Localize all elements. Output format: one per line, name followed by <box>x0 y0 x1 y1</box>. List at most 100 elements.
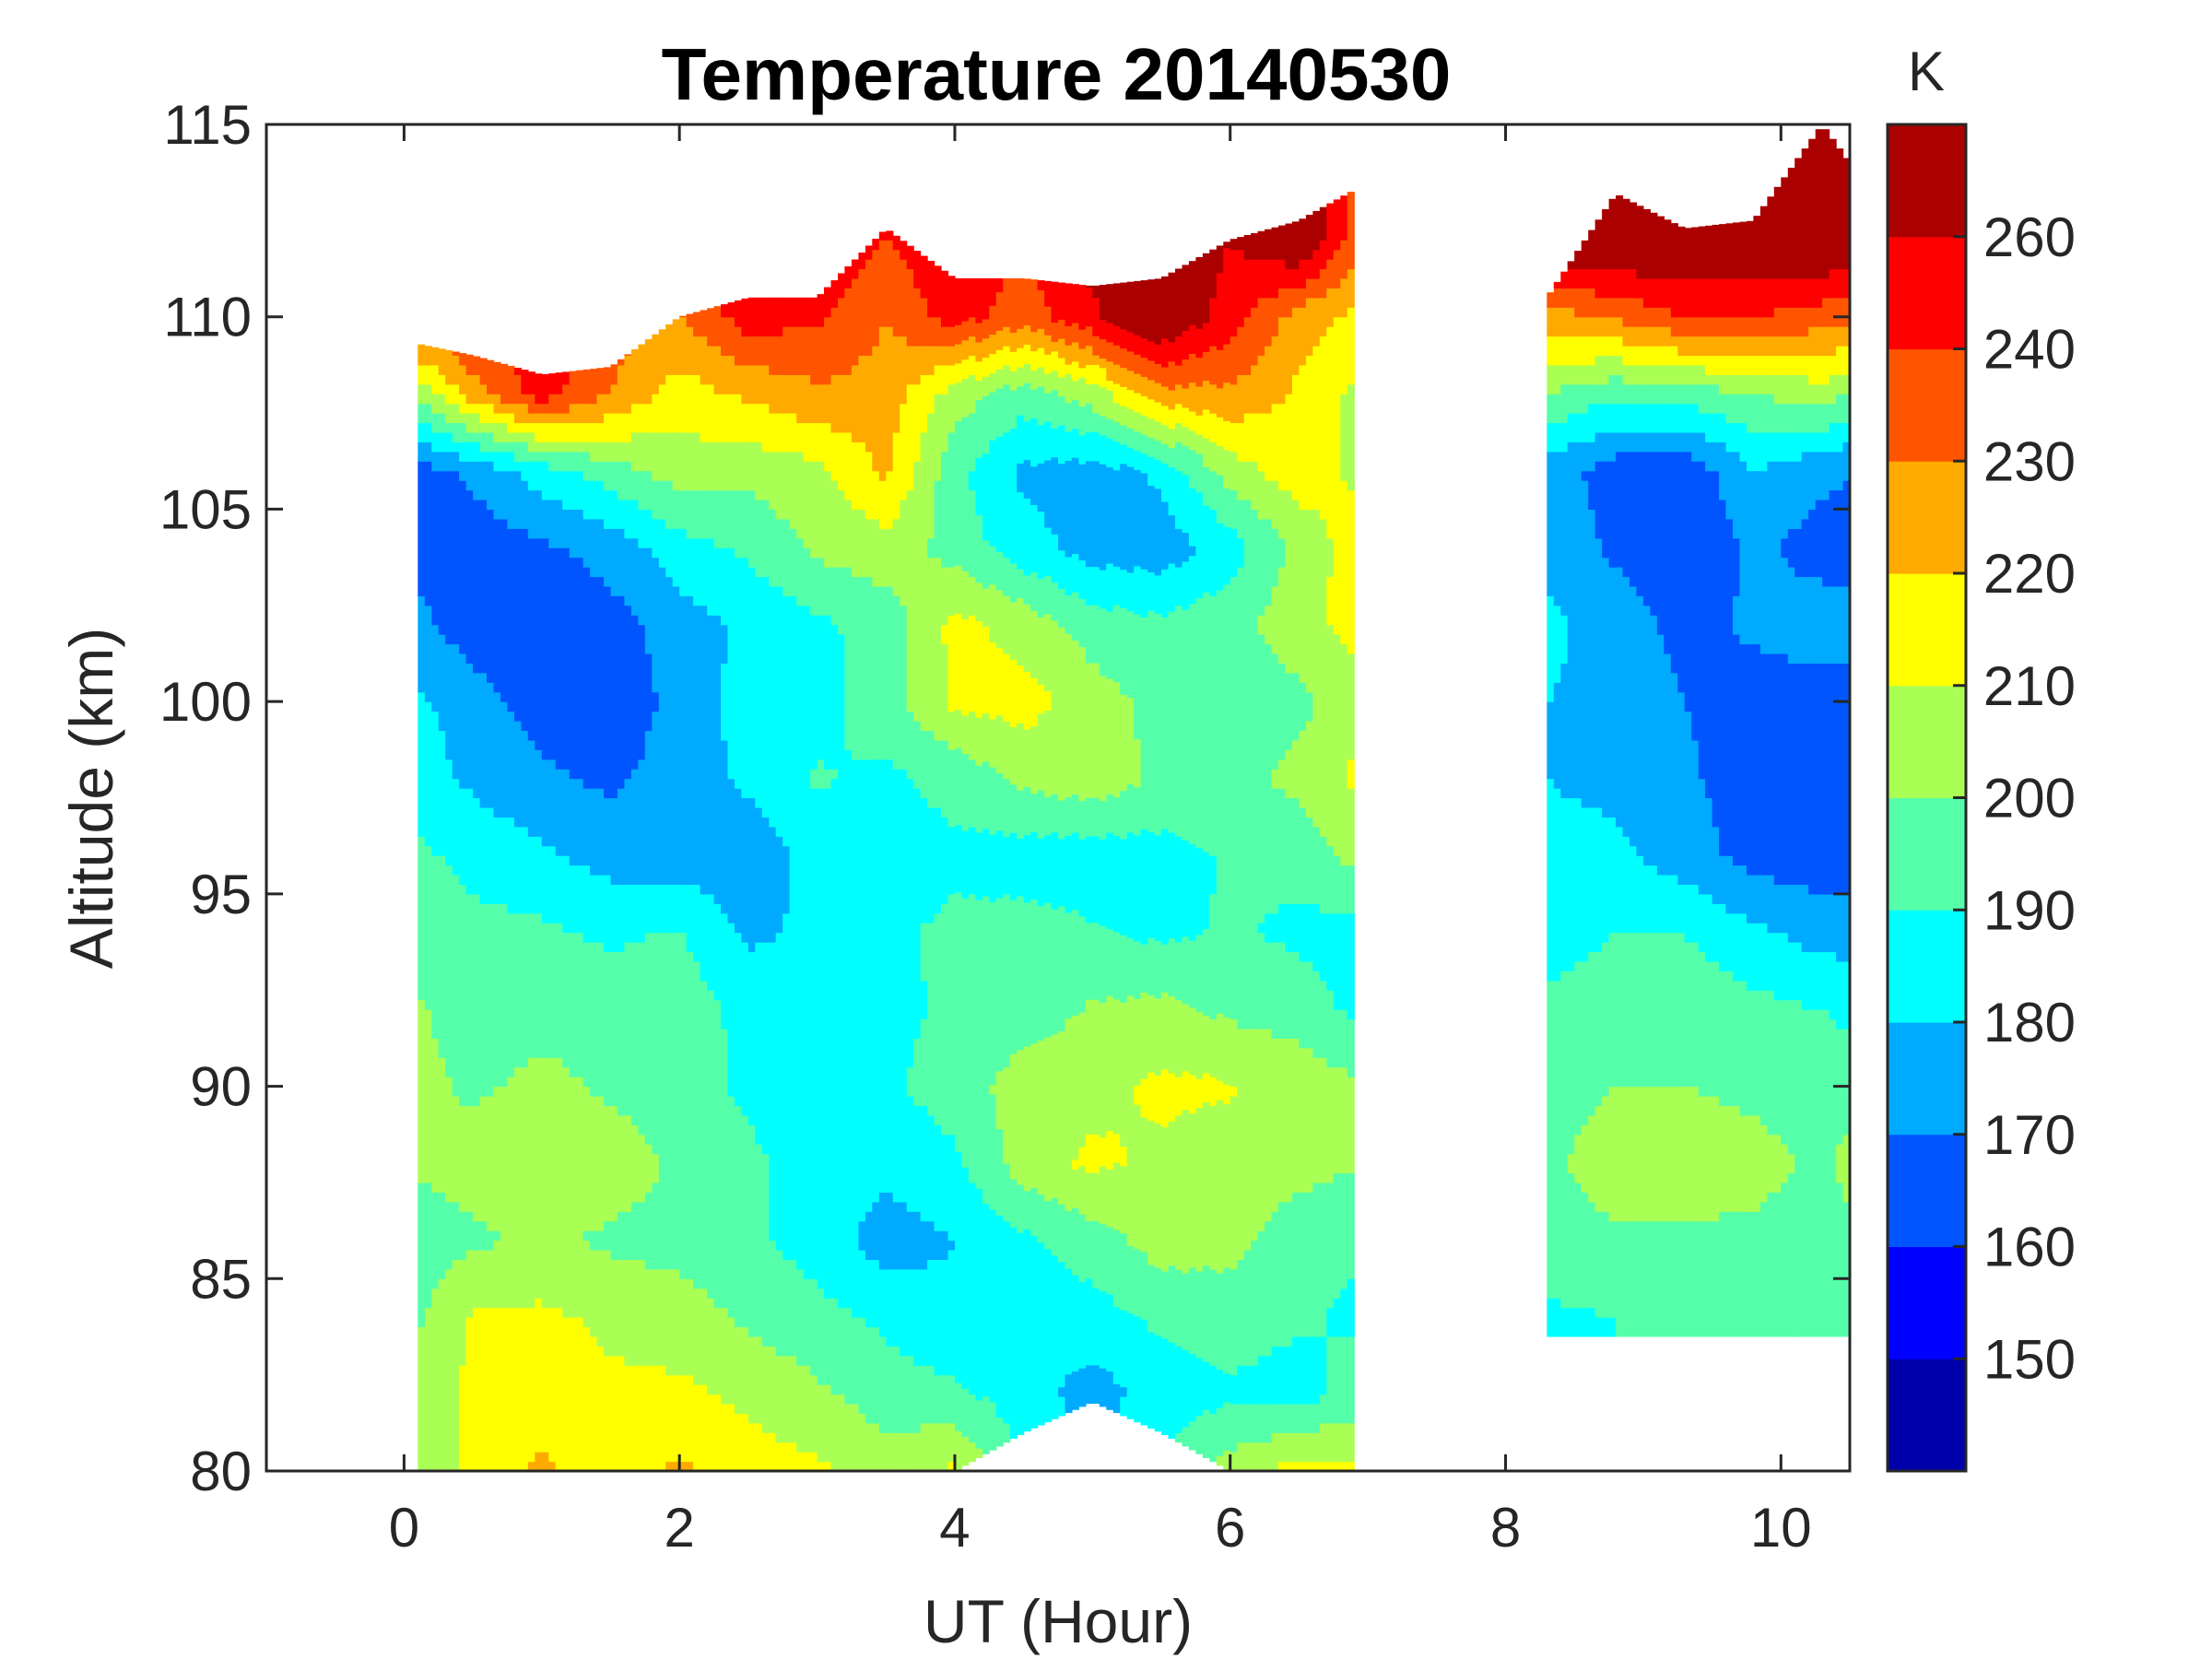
contour-cell <box>1195 1107 1204 1272</box>
contour-cell <box>858 509 866 578</box>
contour-cell <box>955 343 963 364</box>
contour-cell <box>1058 425 1066 465</box>
contour-cell <box>445 350 453 385</box>
contour-cell <box>1767 431 1775 462</box>
contour-cell <box>555 413 563 424</box>
contour-cell <box>975 360 983 382</box>
colorbar-tick-label: 200 <box>1983 768 2076 830</box>
contour-cell <box>1182 532 1190 562</box>
contour-cell <box>1017 367 1025 387</box>
contour-cell <box>1656 875 1665 934</box>
contour-cell <box>872 1259 880 1328</box>
contour-cell <box>1747 374 1755 394</box>
contour-cell <box>892 1268 900 1347</box>
contour-cell <box>1112 469 1121 567</box>
contour-cell <box>1120 367 1128 387</box>
contour-cell <box>886 759 894 1193</box>
contour-cell <box>975 1448 983 1458</box>
contour-cell <box>1747 470 1755 645</box>
contour-cell <box>810 788 818 1279</box>
contour-cell <box>961 571 970 619</box>
contour-cell <box>913 1211 922 1270</box>
contour-cell <box>1112 421 1121 442</box>
contour-cell <box>1319 1394 1327 1424</box>
contour-cell <box>1278 1432 1287 1463</box>
contour-cell <box>459 1105 467 1212</box>
contour-cell <box>665 1461 674 1472</box>
contour-cell <box>1636 451 1644 596</box>
contour-cell <box>1120 347 1128 368</box>
contour-cell <box>1065 1210 1073 1269</box>
contour-cell <box>617 884 625 952</box>
contour-cell <box>1071 592 1079 641</box>
contour-cell <box>1753 394 1761 433</box>
contour-cell <box>1594 1317 1603 1337</box>
contour-cell <box>1154 1075 1162 1124</box>
contour-cell <box>1188 353 1196 383</box>
contour-cell <box>1808 383 1817 405</box>
contour-cell <box>989 440 997 547</box>
contour-cell <box>1106 794 1114 833</box>
contour-cell <box>1106 341 1114 362</box>
contour-cell <box>982 828 990 897</box>
contour-cell <box>1347 383 1355 491</box>
contour-cell <box>741 364 749 405</box>
contour-cell <box>1677 431 1686 453</box>
contour-cell <box>679 315 688 318</box>
contour-cell <box>1574 797 1583 962</box>
contour-cell <box>1271 528 1279 587</box>
colorbar-tick-label: 180 <box>1983 992 2076 1053</box>
contour-cell <box>1560 335 1569 366</box>
contour-cell <box>1794 374 1803 405</box>
contour-cell <box>1347 307 1355 385</box>
contour-cell <box>1781 1144 1789 1183</box>
contour-cell <box>1808 355 1817 385</box>
contour-cell <box>582 942 591 1088</box>
contour-cell <box>459 1211 467 1260</box>
contour-cell <box>1553 980 1561 1299</box>
contour-cell <box>1292 374 1300 500</box>
contour-cell <box>576 441 584 453</box>
contour-cell <box>1767 1134 1775 1193</box>
contour-cell <box>1547 292 1555 308</box>
y-tick-label: 90 <box>190 1056 252 1118</box>
contour-cell <box>1009 659 1018 727</box>
contour-cell <box>1271 788 1279 914</box>
contour-cell <box>1023 901 1031 1047</box>
contour-cell <box>1547 980 1555 1299</box>
contour-cell <box>1175 942 1183 1001</box>
contour-cell <box>1051 831 1059 910</box>
contour-cell <box>590 461 598 481</box>
contour-cell <box>927 1220 935 1260</box>
contour-cell <box>1588 364 1596 385</box>
contour-cell <box>1278 1346 1287 1405</box>
contour-cell <box>727 547 735 780</box>
colorbar-tick-label: 240 <box>1983 319 2076 381</box>
contour-cell <box>824 567 832 616</box>
contour-cell <box>995 830 1004 899</box>
contour-cell <box>1051 389 1059 429</box>
contour-cell <box>769 374 777 414</box>
contour-cell <box>900 259 908 337</box>
contour-cell <box>1112 1133 1121 1163</box>
contour-cell <box>1092 297 1100 336</box>
contour-cell <box>968 1182 976 1395</box>
contour-cell <box>617 951 625 1116</box>
contour-cell <box>672 431 680 491</box>
contour-cell <box>803 1365 811 1453</box>
contour-cell <box>1071 428 1079 458</box>
contour-cell <box>604 1250 612 1357</box>
contour-cell <box>892 518 900 596</box>
contour-cell <box>824 1298 832 1385</box>
contour-cell <box>521 394 529 405</box>
contour-cell <box>1822 1009 1830 1337</box>
contour-cell <box>830 567 839 626</box>
contour-cell <box>941 1134 949 1231</box>
contour-cell <box>851 509 859 578</box>
contour-cell <box>810 297 818 327</box>
contour-cell <box>1581 1307 1589 1337</box>
contour-cell <box>527 739 535 837</box>
contour-cell <box>747 441 756 491</box>
contour-cell <box>418 422 426 442</box>
contour-cell <box>1650 1086 1658 1222</box>
